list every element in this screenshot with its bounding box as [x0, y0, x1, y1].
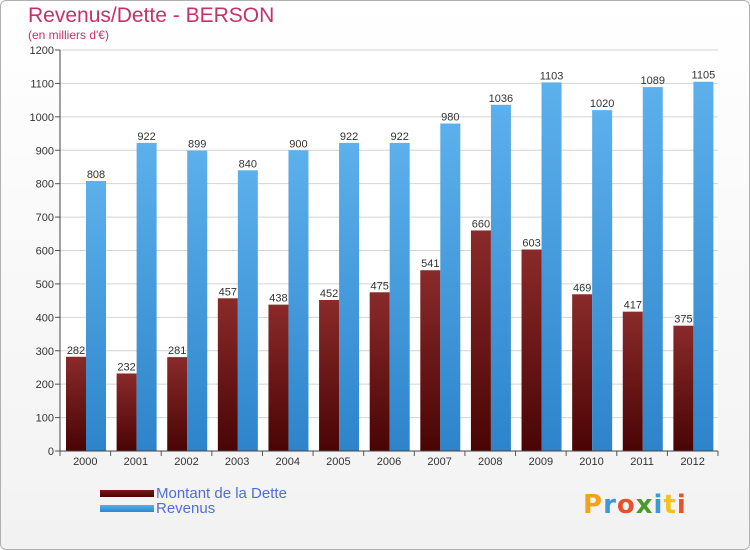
data-label-debt-2000: 282 [67, 345, 85, 357]
bar-debt-2012 [673, 325, 694, 451]
data-label-debt-2004: 438 [269, 293, 287, 305]
bar-revenue-2002 [187, 150, 208, 451]
y-tick-label-400: 400 [36, 312, 54, 324]
bar-debt-2001 [116, 373, 137, 451]
legend-swatch-revenue [100, 505, 154, 512]
bar-revenue-2006 [389, 142, 410, 452]
bar-revenue-2000 [86, 180, 106, 451]
bar-revenue-2004 [288, 150, 309, 451]
bar-debt-2010 [572, 294, 593, 451]
data-label-debt-2011: 417 [624, 300, 642, 312]
x-tick-label-2000: 2000 [73, 456, 97, 468]
bar-revenue-2001 [136, 142, 157, 452]
x-tick-label-2011: 2011 [630, 456, 654, 468]
data-label-revenue-2000: 808 [87, 169, 105, 181]
bar-debt-2008 [470, 230, 491, 451]
legend-label-revenue: Revenus [156, 500, 216, 517]
bar-debt-2003 [217, 298, 238, 451]
y-tick-label-800: 800 [36, 179, 54, 191]
data-label-revenue-2004: 900 [289, 138, 307, 150]
data-label-revenue-2011: 1089 [641, 75, 665, 87]
y-tick-label-600: 600 [36, 246, 54, 258]
bar-revenue-2007 [440, 123, 461, 452]
bar-revenue-2008 [490, 104, 511, 451]
y-tick-label-0: 0 [48, 446, 54, 458]
y-tick-label-100: 100 [36, 413, 54, 425]
bar-debt-2002 [167, 357, 188, 451]
data-label-revenue-2012: 1105 [692, 70, 716, 82]
logo-letter: i [676, 490, 687, 520]
logo-letter: x [635, 490, 654, 520]
bar-revenue-2010 [592, 110, 613, 452]
logo-letter: P [583, 490, 604, 520]
bar-debt-2011 [622, 311, 643, 451]
bar-revenue-2011 [642, 87, 663, 451]
proxiti-logo: Proxiti [583, 490, 687, 520]
data-label-revenue-2010: 1020 [590, 98, 614, 110]
data-label-debt-2008: 660 [472, 218, 490, 230]
data-label-debt-2001: 232 [117, 361, 135, 373]
y-tick-label-300: 300 [36, 346, 54, 358]
data-label-revenue-2007: 980 [441, 112, 459, 124]
data-label-debt-2006: 475 [371, 280, 389, 292]
data-label-debt-2003: 457 [219, 286, 237, 298]
x-tick-label-2009: 2009 [529, 456, 553, 468]
data-label-revenue-2002: 899 [188, 139, 206, 151]
legend-label-debt: Montant de la Dette [156, 485, 287, 502]
data-label-revenue-2009: 1103 [540, 70, 564, 82]
bar-revenue-2005 [339, 142, 360, 452]
legend-swatch-debt [100, 490, 154, 497]
x-tick-label-2007: 2007 [427, 456, 451, 468]
data-label-debt-2002: 281 [168, 345, 186, 357]
legend: Montant de la Dette Revenus [100, 485, 287, 517]
x-tick-label-2002: 2002 [174, 456, 198, 468]
y-tick-label-1000: 1000 [30, 112, 54, 124]
y-tick-label-500: 500 [36, 279, 54, 291]
x-tick-label-2010: 2010 [579, 456, 603, 468]
bar-debt-2009 [521, 249, 542, 451]
chart-subtitle: (en milliers d'€) [28, 28, 109, 42]
y-tick-label-700: 700 [36, 212, 54, 224]
bar-debt-2006 [369, 292, 390, 451]
bar-revenue-2009 [541, 82, 562, 451]
x-tick-label-2012: 2012 [680, 456, 704, 468]
y-tick-label-900: 900 [36, 145, 54, 157]
x-tick-label-2004: 2004 [276, 456, 300, 468]
data-label-revenue-2003: 840 [239, 158, 257, 170]
logo-letter: t [663, 490, 677, 520]
bar-debt-2007 [420, 270, 441, 451]
y-tick-label-1100: 1100 [30, 78, 54, 90]
data-label-revenue-2008: 1036 [489, 93, 513, 105]
logo-letter: i [653, 490, 664, 520]
bar-revenue-2012 [693, 81, 714, 451]
data-label-revenue-2005: 922 [340, 131, 358, 143]
y-tick-label-200: 200 [36, 379, 54, 391]
logo-letter: r [603, 490, 617, 520]
bar-revenue-2003 [237, 170, 258, 452]
data-label-revenue-2001: 922 [137, 131, 155, 143]
legend-item-revenue: Revenus [100, 500, 287, 517]
legend-item-debt: Montant de la Dette [100, 485, 287, 502]
y-tick-label-1200: 1200 [30, 45, 54, 57]
x-tick-label-2001: 2001 [124, 456, 148, 468]
data-label-debt-2010: 469 [573, 282, 591, 294]
bar-debt-2004 [268, 304, 289, 451]
data-label-debt-2007: 541 [421, 258, 439, 270]
x-tick-label-2005: 2005 [326, 456, 350, 468]
chart-title: Revenus/Dette - BERSON [28, 4, 275, 27]
bar-debt-2005 [319, 299, 340, 451]
bar-debt-2000 [66, 356, 86, 451]
x-tick-label-2003: 2003 [225, 456, 249, 468]
data-label-debt-2012: 375 [674, 314, 692, 326]
logo-letter: o [616, 490, 636, 520]
data-label-debt-2005: 452 [320, 288, 338, 300]
data-label-revenue-2006: 922 [391, 131, 409, 143]
x-tick-label-2006: 2006 [377, 456, 401, 468]
x-tick-label-2008: 2008 [478, 456, 502, 468]
data-label-debt-2009: 603 [522, 237, 540, 249]
